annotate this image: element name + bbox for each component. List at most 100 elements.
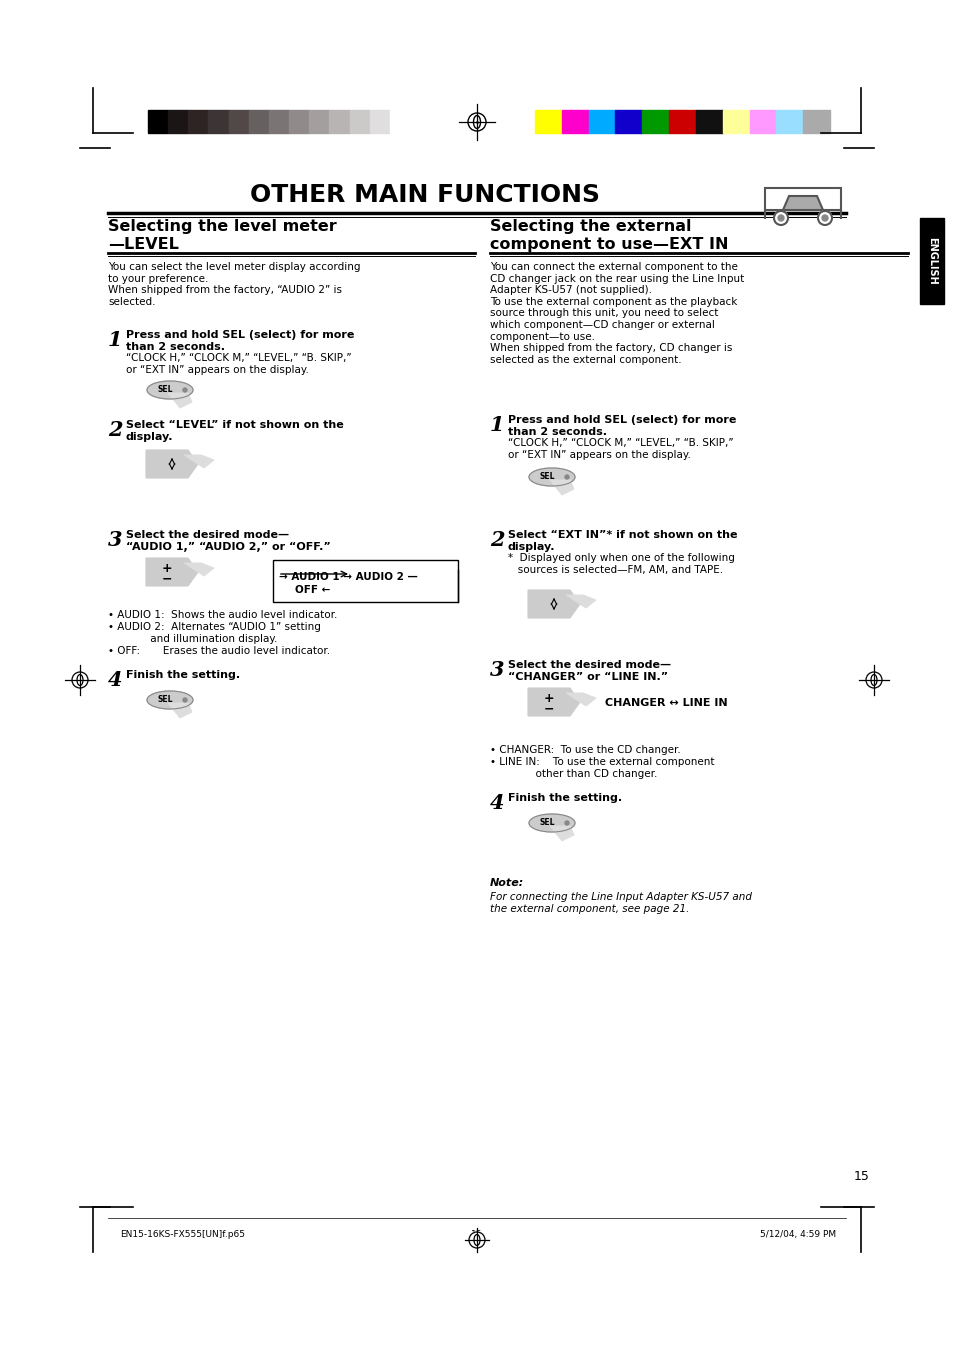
Text: —LEVEL: —LEVEL [108, 236, 179, 253]
Text: CHANGER ↔ LINE IN: CHANGER ↔ LINE IN [604, 698, 727, 708]
Text: Select the desired mode—
“CHANGER” or “LINE IN.”: Select the desired mode— “CHANGER” or “L… [507, 661, 670, 682]
Circle shape [71, 671, 88, 688]
Circle shape [865, 671, 882, 688]
Text: 1: 1 [490, 415, 504, 435]
Ellipse shape [147, 690, 193, 709]
Bar [802, 109, 829, 132]
Text: Finish the setting.: Finish the setting. [507, 793, 621, 802]
Polygon shape [565, 693, 596, 707]
Polygon shape [184, 563, 213, 576]
Bar [273, 561, 457, 603]
Bar [370, 109, 390, 132]
Text: → AUDIO 1 → AUDIO 2 —: → AUDIO 1 → AUDIO 2 — [278, 571, 417, 582]
Bar [641, 109, 668, 132]
Bar [764, 188, 841, 209]
Polygon shape [184, 455, 213, 467]
Text: • AUDIO 1:  Shows the audio level indicator.: • AUDIO 1: Shows the audio level indicat… [108, 611, 337, 620]
Text: SEL: SEL [538, 817, 554, 827]
Bar [390, 109, 410, 132]
Circle shape [817, 211, 831, 226]
Text: 15: 15 [853, 1170, 869, 1183]
Bar [229, 109, 249, 132]
Bar [588, 109, 615, 132]
Bar [695, 109, 722, 132]
Text: Press and hold SEL (select) for more
than 2 seconds.: Press and hold SEL (select) for more tha… [126, 330, 354, 351]
Text: Finish the setting.: Finish the setting. [126, 670, 240, 680]
Bar [168, 109, 188, 132]
Text: +: + [543, 692, 554, 704]
Text: Press and hold SEL (select) for more
than 2 seconds.: Press and hold SEL (select) for more tha… [507, 415, 736, 436]
Polygon shape [550, 825, 574, 842]
Text: SEL: SEL [157, 694, 172, 704]
Text: 3: 3 [490, 661, 504, 680]
Bar [535, 109, 561, 132]
Circle shape [773, 211, 787, 226]
Bar [776, 109, 802, 132]
Text: *  Displayed only when one of the following
   sources is selected—FM, AM, and T: * Displayed only when one of the followi… [507, 553, 734, 574]
Text: You can connect the external component to the
CD changer jack on the rear using : You can connect the external component t… [490, 262, 743, 365]
Circle shape [469, 1232, 484, 1248]
Text: “CLOCK H,” “CLOCK M,” “LEVEL,” “B. SKIP,”
or “EXT IN” appears on the display.: “CLOCK H,” “CLOCK M,” “LEVEL,” “B. SKIP,… [507, 438, 733, 459]
Text: “CLOCK H,” “CLOCK M,” “LEVEL,” “B. SKIP,”
or “EXT IN” appears on the display.: “CLOCK H,” “CLOCK M,” “LEVEL,” “B. SKIP,… [126, 353, 352, 374]
Text: • CHANGER:  To use the CD changer.: • CHANGER: To use the CD changer. [490, 744, 680, 755]
Polygon shape [527, 590, 579, 617]
Polygon shape [168, 703, 192, 717]
Text: 4: 4 [108, 670, 122, 690]
Circle shape [564, 821, 568, 825]
Bar [668, 109, 695, 132]
Bar [615, 109, 641, 132]
Bar [209, 109, 229, 132]
Text: • AUDIO 2:  Alternates “AUDIO 1” setting: • AUDIO 2: Alternates “AUDIO 1” setting [108, 621, 320, 632]
Polygon shape [550, 480, 574, 494]
Text: 2: 2 [108, 420, 122, 440]
Polygon shape [782, 196, 822, 209]
Bar [309, 109, 329, 132]
Bar [561, 109, 588, 132]
Ellipse shape [529, 467, 575, 486]
Ellipse shape [529, 815, 575, 832]
Text: 5/12/04, 4:59 PM: 5/12/04, 4:59 PM [760, 1229, 835, 1239]
Text: Select “LEVEL” if not shown on the
display.: Select “LEVEL” if not shown on the displ… [126, 420, 343, 442]
Text: 3: 3 [108, 530, 122, 550]
Text: other than CD changer.: other than CD changer. [490, 769, 657, 780]
Circle shape [821, 215, 827, 222]
Bar [269, 109, 289, 132]
Circle shape [183, 388, 187, 392]
Text: −: − [543, 703, 554, 716]
Text: 2: 2 [490, 530, 504, 550]
Bar [188, 109, 209, 132]
Circle shape [183, 698, 187, 703]
Text: OTHER MAIN FUNCTIONS: OTHER MAIN FUNCTIONS [250, 182, 599, 207]
Bar [722, 109, 749, 132]
Text: 4: 4 [490, 793, 504, 813]
Bar [148, 109, 168, 132]
Text: SEL: SEL [157, 385, 172, 394]
Text: +: + [161, 562, 172, 574]
Text: For connecting the Line Input Adapter KS-U57 and
the external component, see pag: For connecting the Line Input Adapter KS… [490, 892, 751, 913]
Text: Select “EXT IN”* if not shown on the
display.: Select “EXT IN”* if not shown on the dis… [507, 530, 737, 551]
Circle shape [564, 476, 568, 480]
Polygon shape [146, 450, 198, 478]
Polygon shape [168, 393, 192, 408]
Text: EN15-16KS-FX555[UN]f.p65: EN15-16KS-FX555[UN]f.p65 [120, 1229, 245, 1239]
Ellipse shape [147, 381, 193, 399]
Bar [329, 109, 349, 132]
Polygon shape [565, 594, 596, 608]
Text: Selecting the external: Selecting the external [490, 219, 691, 234]
Text: OFF ←: OFF ← [294, 585, 330, 594]
Text: SEL: SEL [538, 471, 554, 481]
Text: 1: 1 [108, 330, 122, 350]
Text: Select the desired mode—
“AUDIO 1,” “AUDIO 2,” or “OFF.”: Select the desired mode— “AUDIO 1,” “AUD… [126, 530, 331, 551]
Circle shape [778, 215, 783, 222]
Text: • LINE IN:    To use the external component: • LINE IN: To use the external component [490, 757, 714, 767]
Text: −: − [162, 573, 172, 585]
Bar [249, 109, 269, 132]
Text: • OFF:       Erases the audio level indicator.: • OFF: Erases the audio level indicator. [108, 646, 330, 657]
Polygon shape [527, 688, 579, 716]
Polygon shape [146, 558, 198, 586]
Text: ENGLISH: ENGLISH [926, 238, 936, 285]
Text: Note:: Note: [490, 878, 524, 888]
Text: 15: 15 [471, 1229, 482, 1239]
Text: and illumination display.: and illumination display. [108, 634, 277, 644]
Circle shape [467, 112, 486, 132]
